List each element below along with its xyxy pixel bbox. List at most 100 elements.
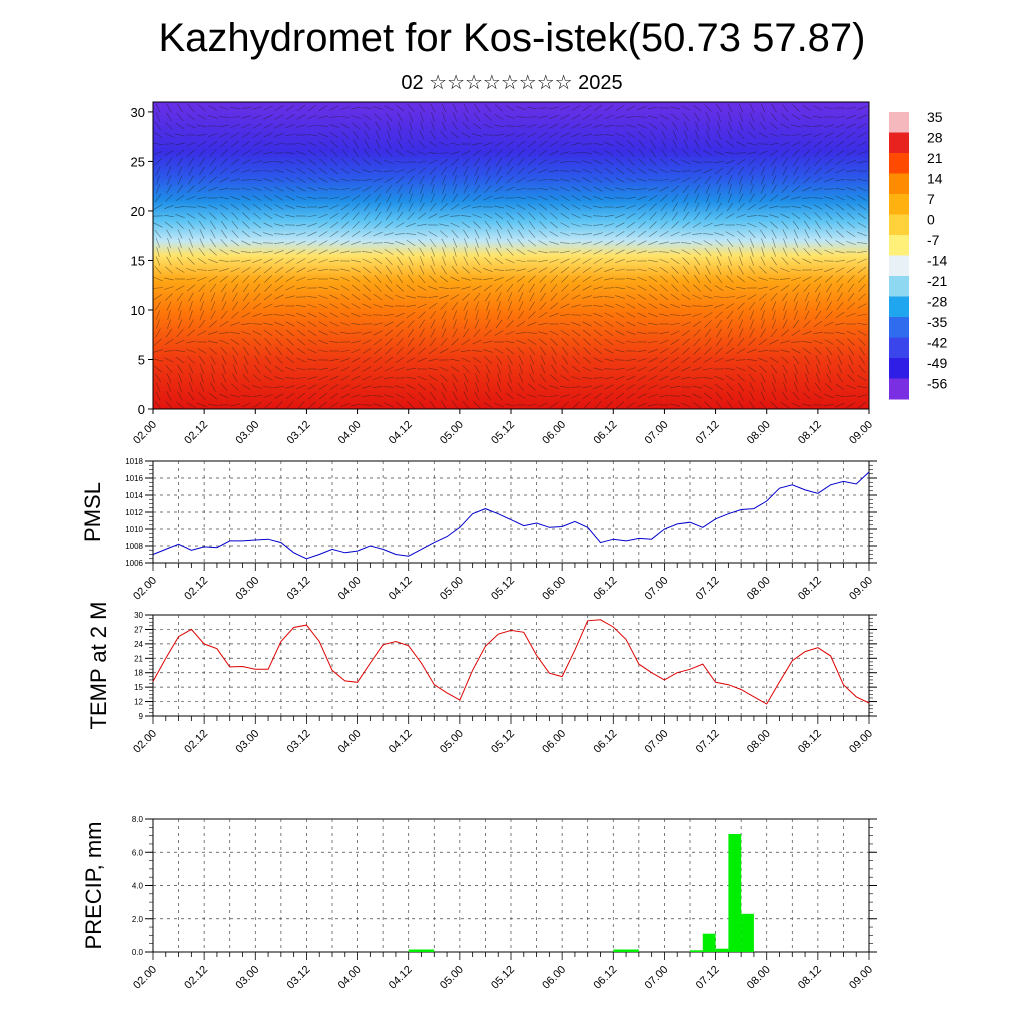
colorbar-swatch bbox=[889, 317, 909, 338]
colorbar-label: -21 bbox=[927, 273, 947, 289]
heatmap-field bbox=[153, 102, 869, 409]
x-tick-label: 08.12 bbox=[796, 575, 824, 603]
x-tick-label: 05.12 bbox=[489, 419, 517, 447]
colorbar-label: 21 bbox=[927, 150, 943, 166]
x-tick-label: 02.00 bbox=[131, 419, 159, 447]
precip-bar bbox=[741, 913, 754, 952]
x-tick-label: 03.12 bbox=[285, 728, 313, 756]
y-tick-label: 18 bbox=[134, 669, 143, 678]
precip-bar bbox=[728, 834, 742, 952]
y-axis-label: TEMP at 2 M bbox=[86, 602, 111, 730]
x-tick-label: 02.12 bbox=[182, 419, 210, 447]
x-tick-label: 07.12 bbox=[694, 575, 722, 603]
precip-bar bbox=[702, 933, 716, 952]
colorbar-label: 28 bbox=[927, 130, 943, 146]
precip-bar bbox=[715, 948, 729, 952]
x-tick-label: 05.00 bbox=[438, 964, 466, 992]
y-tick-label: 12 bbox=[134, 698, 143, 707]
y-tick-label: 2.0 bbox=[132, 915, 144, 924]
x-tick-label: 07.12 bbox=[694, 419, 722, 447]
colorbar-swatch bbox=[889, 112, 909, 133]
x-tick-label: 06.12 bbox=[591, 728, 619, 756]
precip-bar bbox=[626, 949, 639, 952]
y-tick-label: 30 bbox=[131, 105, 145, 120]
x-tick-label: 07.00 bbox=[643, 964, 671, 992]
colorbar-swatch bbox=[889, 296, 909, 318]
colorbar-swatch bbox=[889, 358, 909, 379]
x-tick-label: 05.12 bbox=[489, 575, 517, 603]
y-tick-label: 4.0 bbox=[132, 882, 144, 891]
x-tick-label: 06.12 bbox=[591, 575, 619, 603]
precip-bar bbox=[690, 950, 703, 952]
y-tick-label: 30 bbox=[134, 611, 143, 620]
colorbar-swatch bbox=[889, 378, 909, 400]
y-axis-label: PMSL bbox=[80, 482, 105, 542]
x-tick-label: 03.00 bbox=[233, 728, 261, 756]
x-tick-label: 06.12 bbox=[591, 419, 619, 447]
panel-1: 1006 1008 1010 1012 1014 1016 1018 02.00 02.12 03… bbox=[80, 457, 877, 603]
y-tick-label: 1014 bbox=[125, 491, 143, 500]
colorbar-swatch bbox=[889, 153, 909, 174]
x-tick-label: 07.00 bbox=[643, 575, 671, 603]
x-tick-label: 08.12 bbox=[796, 419, 824, 447]
x-tick-label: 03.00 bbox=[233, 419, 261, 447]
x-tick-label: 04.00 bbox=[336, 575, 364, 603]
x-tick-label: 05.00 bbox=[438, 728, 466, 756]
series-line bbox=[152, 619, 870, 705]
y-tick-label: 6.0 bbox=[132, 848, 144, 857]
y-tick-label: 10 bbox=[131, 303, 145, 318]
colorbar-swatch bbox=[889, 337, 909, 359]
colorbar-label: 35 bbox=[927, 109, 943, 125]
x-tick-label: 07.12 bbox=[694, 964, 722, 992]
x-tick-label: 02.00 bbox=[131, 728, 159, 756]
x-tick-label: 03.00 bbox=[233, 964, 261, 992]
y-tick-label: 24 bbox=[134, 640, 143, 649]
x-tick-label: 08.00 bbox=[745, 728, 773, 756]
x-tick-label: 06.00 bbox=[540, 419, 568, 447]
colorbar-swatch bbox=[889, 235, 909, 256]
x-tick-label: 07.00 bbox=[643, 419, 671, 447]
x-tick-label: 09.00 bbox=[847, 419, 875, 447]
y-tick-label: 1010 bbox=[125, 525, 143, 534]
y-tick-label: 1016 bbox=[125, 474, 143, 483]
x-tick-label: 09.00 bbox=[847, 964, 875, 992]
colorbar-swatch bbox=[889, 276, 909, 297]
precip-bar bbox=[421, 949, 435, 952]
y-tick-label: 5 bbox=[138, 352, 145, 367]
colorbar-label: -7 bbox=[927, 232, 940, 248]
x-tick-label: 08.12 bbox=[796, 728, 824, 756]
y-axis-label: PRECIP, mm bbox=[81, 822, 106, 950]
x-tick-label: 07.12 bbox=[694, 728, 722, 756]
y-tick-label: 27 bbox=[134, 625, 143, 634]
panel-2: 9 12 15 18 21 24 27 30 02.00 02.12 03.00 03.12 04.00… bbox=[86, 602, 877, 756]
precip-bar bbox=[613, 949, 627, 952]
y-tick-label: 0.0 bbox=[132, 948, 144, 957]
y-tick-label: 1018 bbox=[125, 457, 143, 466]
x-tick-label: 04.00 bbox=[336, 419, 364, 447]
colorbar-label: 14 bbox=[927, 171, 943, 187]
x-tick-label: 04.12 bbox=[387, 575, 415, 603]
chart-title: Kazhydromet for Kos-istek(50.73 57.87) bbox=[158, 16, 866, 60]
x-tick-label: 06.00 bbox=[540, 728, 568, 756]
y-tick-label: 9 bbox=[139, 712, 144, 721]
colorbar-label: -49 bbox=[927, 355, 947, 371]
series-line bbox=[152, 471, 870, 560]
chart-subtitle: 02 ☆☆☆☆☆☆☆☆ 2025 bbox=[401, 72, 623, 94]
x-tick-label: 05.00 bbox=[438, 419, 466, 447]
wind-barbs bbox=[152, 103, 868, 410]
x-tick-label: 09.00 bbox=[847, 575, 875, 603]
x-tick-label: 06.12 bbox=[591, 964, 619, 992]
colorbar-swatch bbox=[889, 214, 909, 236]
x-tick-label: 05.00 bbox=[438, 575, 466, 603]
y-tick-label: 25 bbox=[131, 154, 145, 169]
x-tick-label: 08.00 bbox=[745, 419, 773, 447]
y-tick-label: 15 bbox=[134, 683, 143, 692]
colorbar-label: 0 bbox=[927, 212, 935, 228]
x-tick-label: 04.12 bbox=[387, 964, 415, 992]
colorbar-label: 7 bbox=[927, 191, 935, 207]
x-tick-label: 03.12 bbox=[285, 419, 313, 447]
colorbar-label: -35 bbox=[927, 314, 947, 330]
x-tick-label: 05.12 bbox=[489, 728, 517, 756]
colorbar-swatch bbox=[889, 173, 909, 195]
x-tick-label: 08.00 bbox=[745, 964, 773, 992]
